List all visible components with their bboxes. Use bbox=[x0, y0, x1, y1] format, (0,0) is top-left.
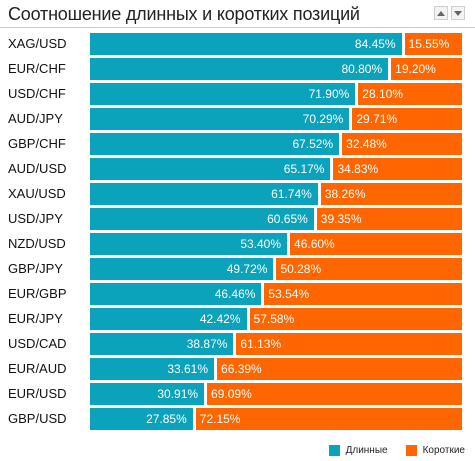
bar-long: 84.45% bbox=[90, 33, 402, 55]
bar-row: USD/JPY 60.65% 39.35% bbox=[0, 208, 475, 230]
bar-short: 39.35% bbox=[316, 208, 462, 230]
bar-short: 57.58% bbox=[249, 308, 462, 330]
category-label: GBP/CHF bbox=[8, 136, 66, 151]
bar-row: GBP/JPY 49.72% 50.28% bbox=[0, 258, 475, 280]
bar-long: 61.74% bbox=[90, 183, 318, 205]
sort-controls bbox=[434, 6, 465, 20]
legend-item-long: Длинные bbox=[328, 445, 388, 456]
bar-long: 67.52% bbox=[90, 133, 340, 155]
category-label: XAG/USD bbox=[8, 36, 67, 51]
bar-row: EUR/GBP 46.46% 53.54% bbox=[0, 283, 475, 305]
bar-long: 46.46% bbox=[90, 283, 262, 305]
chart-title: Соотношение длинных и коротких позиций bbox=[8, 4, 360, 24]
bar-row: GBP/USD 27.85% 72.15% bbox=[0, 408, 475, 430]
arrow-down-icon bbox=[454, 10, 462, 16]
bar-long: 33.61% bbox=[90, 358, 215, 380]
bar-row: EUR/AUD 33.61% 66.39% bbox=[0, 358, 475, 380]
bar-row: EUR/JPY 42.42% 57.58% bbox=[0, 308, 475, 330]
bar-short: 32.48% bbox=[342, 133, 462, 155]
category-label: XAU/USD bbox=[8, 186, 66, 201]
bar-long: 38.87% bbox=[90, 333, 234, 355]
category-label: GBP/JPY bbox=[8, 261, 63, 276]
sort-down-button[interactable] bbox=[451, 6, 465, 20]
bar-row: XAG/USD 84.45% 15.55% bbox=[0, 33, 475, 55]
category-label: EUR/JPY bbox=[8, 311, 63, 326]
category-label: EUR/USD bbox=[8, 386, 67, 401]
category-label: NZD/USD bbox=[8, 236, 66, 251]
category-label: USD/JPY bbox=[8, 211, 63, 226]
bar-short: 46.60% bbox=[290, 233, 462, 255]
bar-short: 38.26% bbox=[320, 183, 462, 205]
bar-row: XAU/USD 61.74% 38.26% bbox=[0, 183, 475, 205]
bar-row: GBP/CHF 67.52% 32.48% bbox=[0, 133, 475, 155]
bar-long: 65.17% bbox=[90, 158, 331, 180]
bar-short: 69.09% bbox=[207, 383, 462, 405]
category-label: AUD/USD bbox=[8, 161, 67, 176]
bar-short: 19.20% bbox=[391, 58, 462, 80]
bar-row: USD/CAD 38.87% 61.13% bbox=[0, 333, 475, 355]
legend-swatch-short bbox=[405, 445, 417, 456]
category-label: AUD/JPY bbox=[8, 111, 63, 126]
bar-row: EUR/CHF 80.80% 19.20% bbox=[0, 58, 475, 80]
bar-long: 27.85% bbox=[90, 408, 193, 430]
category-label: USD/CAD bbox=[8, 336, 67, 351]
bar-long: 80.80% bbox=[90, 58, 389, 80]
bar-row: NZD/USD 53.40% 46.60% bbox=[0, 233, 475, 255]
category-label: GBP/USD bbox=[8, 411, 67, 426]
legend-swatch-long bbox=[328, 445, 340, 456]
bar-long: 49.72% bbox=[90, 258, 274, 280]
legend-label-long: Длинные bbox=[345, 445, 388, 456]
bar-short: 53.54% bbox=[264, 283, 462, 305]
title-divider bbox=[0, 27, 475, 28]
bar-long: 30.91% bbox=[90, 383, 205, 405]
bar-short: 15.55% bbox=[404, 33, 462, 55]
legend-label-short: Короткие bbox=[422, 445, 465, 456]
bar-short: 50.28% bbox=[276, 258, 462, 280]
legend-item-short: Короткие bbox=[405, 445, 465, 456]
bar-row: AUD/JPY 70.29% 29.71% bbox=[0, 108, 475, 130]
bar-short: 34.83% bbox=[333, 158, 462, 180]
bar-row: EUR/USD 30.91% 69.09% bbox=[0, 383, 475, 405]
bar-short: 72.15% bbox=[195, 408, 462, 430]
bar-row: AUD/USD 65.17% 34.83% bbox=[0, 158, 475, 180]
category-label: USD/CHF bbox=[8, 86, 66, 101]
bar-long: 70.29% bbox=[90, 108, 350, 130]
bar-short: 66.39% bbox=[217, 358, 462, 380]
bar-long: 60.65% bbox=[90, 208, 314, 230]
category-label: EUR/CHF bbox=[8, 61, 66, 76]
bar-short: 28.10% bbox=[358, 83, 462, 105]
bar-short: 29.71% bbox=[352, 108, 462, 130]
bar-short: 61.13% bbox=[236, 333, 462, 355]
bar-long: 71.90% bbox=[90, 83, 356, 105]
category-label: EUR/AUD bbox=[8, 361, 67, 376]
bar-long: 53.40% bbox=[90, 233, 288, 255]
arrow-up-icon bbox=[437, 10, 445, 16]
bar-long: 42.42% bbox=[90, 308, 247, 330]
sort-up-button[interactable] bbox=[434, 6, 448, 20]
category-label: EUR/GBP bbox=[8, 286, 67, 301]
bar-row: USD/CHF 71.90% 28.10% bbox=[0, 83, 475, 105]
legend: Длинные Короткие bbox=[311, 445, 465, 456]
